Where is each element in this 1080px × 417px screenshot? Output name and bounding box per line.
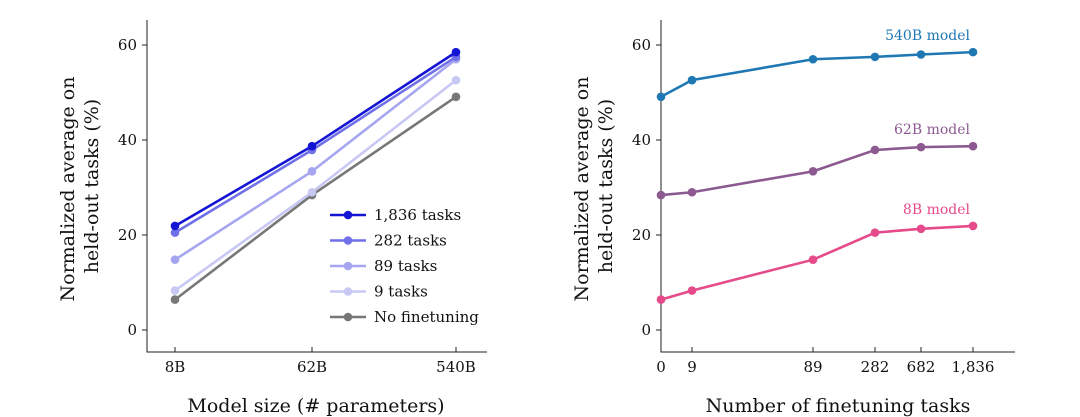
legend: 1,836 tasks 282 tasks 89 tasks 9 tasks No fi… (330, 206, 479, 326)
legend-marker-9-tasks (343, 287, 353, 296)
legend-marker-1-836-tasks (343, 210, 353, 220)
left-series-line-89-tasks (174, 58, 457, 261)
right-point-62b-model-9 (687, 187, 697, 197)
left-x-axis-title: Model size (# parameters) (187, 395, 444, 417)
right-y-axis-title: Normalized average on held-out tasks (%) (571, 71, 617, 302)
left-point-9-tasks-8b (170, 286, 180, 295)
left-series-line-1-836-tasks (174, 51, 457, 228)
left-y-tick-label: 60 (118, 36, 137, 54)
left-point-1-836-tasks-8b (170, 221, 180, 231)
left-x-tick-label-540b: 540B (436, 358, 476, 376)
legend-marker-89-tasks (343, 261, 353, 271)
right-y-axis-title-line-1: Normalized average on (571, 77, 593, 302)
right-series-line-62b-model (660, 144, 974, 197)
right-y-tick-label: 40 (632, 131, 651, 149)
series-label-62b-model: 62B model (894, 122, 971, 138)
right-point-8b-model-1-836 (968, 221, 978, 231)
series-label-8b-model: 8B model (903, 202, 971, 218)
left-y-ticks: 0 20 40 60 (118, 36, 147, 339)
right-point-8b-model-89 (808, 255, 818, 264)
right-x-axis-title: Number of finetuning tasks (706, 395, 971, 417)
legend-label-1-836-tasks: 1,836 tasks (374, 206, 461, 224)
right-point-62b-model-682 (916, 142, 926, 152)
left-point-282-tasks-8b (170, 228, 180, 237)
right-y-tick-label: 0 (641, 321, 651, 339)
right-point-62b-model-0 (656, 190, 666, 200)
right-x-tick-label-89: 89 (803, 358, 822, 376)
left-point-89-tasks-8b (170, 255, 180, 264)
left-x-tick-label-62b: 62B (297, 358, 327, 376)
legend-label-89-tasks: 89 tasks (374, 257, 437, 275)
right-point-540b-model-0 (656, 92, 666, 102)
right-x-tick-label-0: 0 (656, 358, 666, 376)
right-x-tick-label-1-836: 1,836 (952, 358, 995, 376)
right-x-tick-label-9: 9 (687, 358, 697, 376)
chart-model-size: Model size (# parameters) Normalized ave… (57, 20, 487, 417)
right-point-8b-model-0 (656, 295, 666, 304)
legend-label-no-finetuning: No finetuning (374, 308, 479, 326)
legend-label-9-tasks: 9 tasks (374, 283, 428, 301)
left-y-axis-title-line-2: held-out tasks (%) (81, 99, 103, 273)
left-point-9-tasks-62b (307, 187, 317, 197)
right-x-tick-label-682: 682 (907, 358, 936, 376)
left-point-89-tasks-62b (307, 167, 317, 176)
right-point-62b-model-89 (808, 167, 818, 176)
left-y-tick-label: 20 (118, 226, 137, 244)
chart-finetuning-tasks: Number of finetuning tasks Normalized av… (571, 20, 1015, 417)
right-axis-frame (660, 20, 1015, 353)
right-x-tick-label-282: 282 (861, 358, 890, 376)
right-point-8b-model-682 (916, 224, 926, 234)
right-point-540b-model-282 (870, 52, 880, 62)
right-point-8b-model-282 (870, 228, 880, 237)
left-axis-frame (146, 20, 487, 353)
right-y-tick-label: 60 (632, 36, 651, 54)
left-series-group (170, 47, 461, 304)
legend-marker-282-tasks (343, 236, 353, 245)
legend-marker-no-finetuning (343, 312, 353, 322)
right-point-62b-model-1-836 (968, 141, 978, 151)
left-y-axis-title-line-1: Normalized average on (57, 77, 79, 302)
right-y-axis-title-line-2: held-out tasks (%) (595, 99, 617, 273)
right-x-ticks: 0 9 89 282 682 1,836 (656, 347, 994, 376)
left-point-9-tasks-540b (451, 75, 461, 85)
right-series-group: 540B model 62B model 8B model (656, 28, 978, 304)
left-point-1-836-tasks-540b (451, 47, 461, 57)
left-point-no-finetuning-8b (170, 295, 180, 304)
right-point-8b-model-9 (687, 286, 697, 295)
left-y-axis-title: Normalized average on held-out tasks (%) (57, 71, 103, 302)
left-point-no-finetuning-540b (451, 92, 461, 102)
left-x-tick-label-8b: 8B (165, 358, 186, 376)
right-y-tick-label: 20 (632, 226, 651, 244)
right-point-540b-model-9 (687, 75, 697, 85)
left-y-tick-label: 40 (118, 131, 137, 149)
right-series-line-540b-model (660, 50, 974, 98)
left-x-ticks: 8B 62B 540B (165, 347, 476, 376)
right-point-540b-model-1-836 (968, 47, 978, 57)
right-series-line-8b-model (660, 224, 974, 301)
right-y-ticks: 0 20 40 60 (632, 36, 661, 339)
left-point-1-836-tasks-62b (307, 141, 317, 151)
legend-label-282-tasks: 282 tasks (374, 232, 447, 250)
right-point-540b-model-682 (916, 50, 926, 59)
left-y-tick-label: 0 (127, 321, 137, 339)
series-label-540b-model: 540B model (885, 28, 970, 44)
right-point-540b-model-89 (808, 54, 818, 64)
right-point-62b-model-282 (870, 145, 880, 155)
